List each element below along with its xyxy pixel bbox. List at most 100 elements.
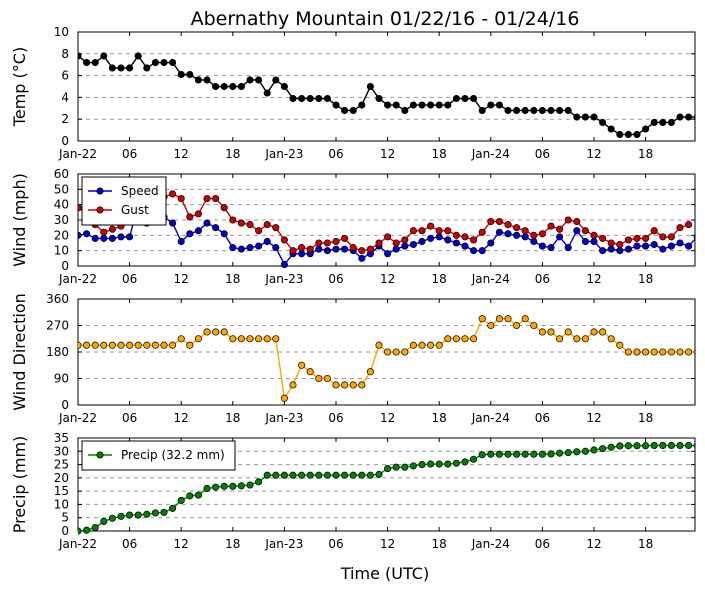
data-point — [633, 234, 641, 242]
y-tick-label: 0 — [61, 259, 69, 273]
data-point — [530, 237, 538, 246]
data-point — [616, 130, 624, 139]
x-tick-label: 12 — [586, 411, 601, 425]
data-point — [134, 511, 142, 519]
x-tick-label: 12 — [174, 147, 189, 161]
data-point — [272, 76, 280, 84]
data-point — [461, 94, 469, 103]
y-tick-label: 180 — [46, 345, 69, 359]
x-tick-label: 06 — [328, 411, 343, 425]
data-point — [616, 247, 624, 255]
data-point — [418, 227, 426, 235]
x-tick-label: Jan-23 — [264, 537, 303, 551]
data-point — [624, 130, 632, 139]
data-point — [642, 348, 650, 356]
y-tick-label: 50 — [54, 182, 69, 196]
data-point — [384, 465, 392, 473]
x-tick-label: 18 — [432, 147, 447, 161]
data-point — [298, 361, 306, 369]
data-point — [91, 341, 99, 349]
data-point — [685, 348, 693, 356]
data-point — [289, 381, 297, 389]
data-point — [366, 82, 374, 91]
data-point — [306, 368, 314, 376]
data-point — [427, 234, 435, 242]
data-point — [693, 442, 695, 449]
data-point — [108, 225, 116, 233]
data-point — [289, 247, 297, 255]
data-point — [384, 101, 392, 109]
data-point — [246, 221, 254, 229]
data-point — [117, 64, 125, 72]
data-point — [590, 446, 598, 454]
data-point — [366, 368, 374, 376]
data-point — [194, 335, 202, 343]
data-point — [358, 254, 366, 262]
data-point — [100, 341, 108, 349]
data-point — [590, 328, 598, 336]
data-point — [504, 315, 512, 323]
plot-frame — [77, 437, 696, 532]
data-point — [280, 394, 288, 402]
data-point — [538, 328, 546, 336]
data-point — [186, 341, 194, 349]
data-point — [521, 106, 529, 115]
data-point — [513, 450, 521, 458]
data-point — [203, 484, 211, 493]
data-point — [108, 64, 116, 72]
legend-swatch-marker — [96, 206, 104, 214]
data-point — [667, 233, 675, 241]
data-point — [91, 58, 99, 67]
y-axis-label: Wind (mph) — [10, 173, 29, 267]
data-point — [220, 82, 228, 91]
y-axis-label: Precip (mm) — [10, 436, 29, 534]
y-tick-label: 270 — [46, 319, 69, 333]
data-point — [564, 449, 572, 457]
x-tick-label: 18 — [225, 411, 240, 425]
data-point — [229, 335, 237, 343]
data-point — [676, 348, 684, 356]
data-point — [409, 341, 417, 349]
data-point — [186, 213, 194, 221]
data-point — [169, 58, 177, 67]
data-point — [298, 244, 306, 252]
data-point — [487, 450, 495, 458]
data-point — [289, 94, 297, 103]
data-point — [108, 514, 116, 522]
data-point — [530, 231, 538, 239]
data-point — [255, 242, 263, 250]
data-point — [685, 113, 693, 121]
data-point — [229, 216, 237, 224]
data-point — [108, 234, 116, 242]
data-point — [186, 230, 194, 238]
data-point — [624, 236, 632, 244]
data-point — [504, 221, 512, 229]
data-point — [186, 492, 194, 500]
data-point — [237, 335, 245, 343]
panel-temperature: 0 2 4 6 8 10 Temp (°C) Jan-22 06 12 18 Jan-23 06 12 18… — [10, 25, 696, 161]
data-point — [169, 219, 177, 227]
data-point — [607, 239, 615, 247]
data-point — [117, 341, 125, 349]
data-point — [564, 216, 572, 224]
data-point — [220, 204, 228, 212]
data-point — [194, 76, 202, 84]
y-tick-label: 2 — [61, 112, 69, 126]
data-point — [521, 233, 529, 241]
data-point — [160, 341, 168, 349]
x-tick-label: Jan-23 — [264, 272, 303, 286]
x-tick-label: 18 — [225, 537, 240, 551]
data-point — [341, 234, 349, 242]
data-point — [177, 496, 185, 504]
data-point — [220, 482, 228, 490]
y-tick-label: 360 — [46, 292, 69, 306]
data-point — [384, 233, 392, 241]
data-point — [693, 234, 695, 240]
x-tick-label: 06 — [328, 272, 343, 286]
data-point — [401, 348, 409, 356]
data-point — [444, 236, 452, 244]
data-point — [401, 242, 409, 250]
data-point — [495, 315, 503, 323]
data-point — [642, 125, 650, 133]
y-tick-label: 0 — [61, 524, 69, 538]
